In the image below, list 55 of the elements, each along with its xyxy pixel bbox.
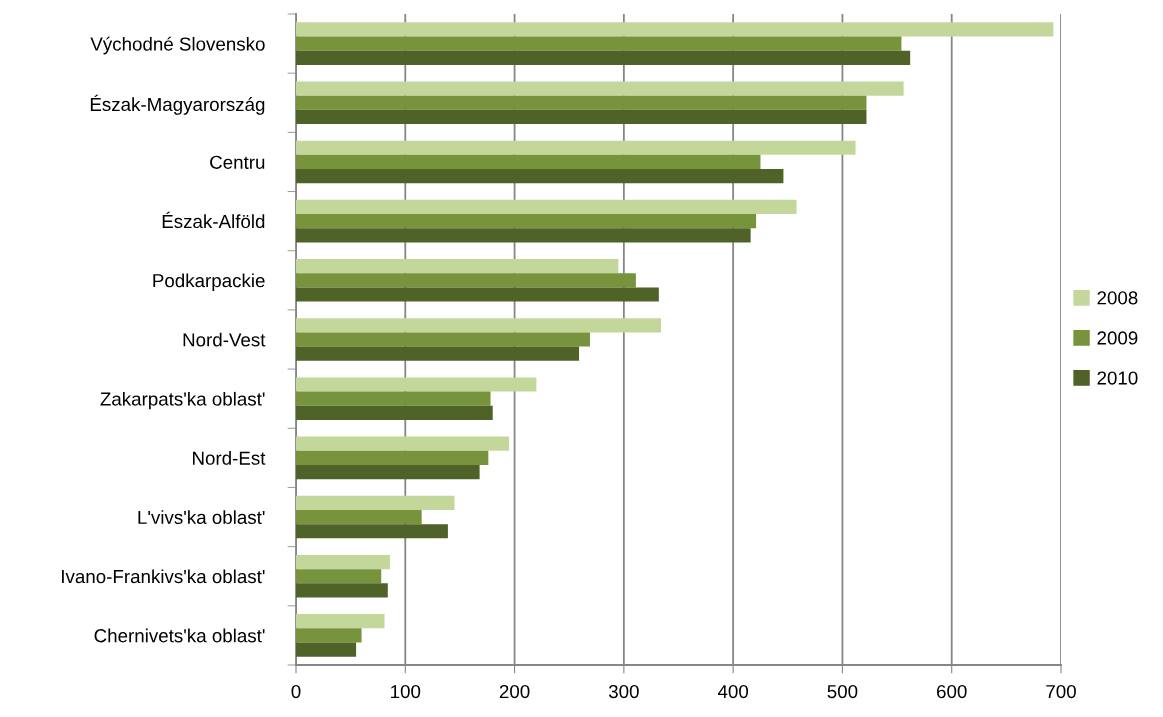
bar bbox=[296, 391, 491, 406]
bar bbox=[296, 569, 382, 584]
bar bbox=[296, 22, 1054, 37]
bar bbox=[296, 464, 480, 480]
bar bbox=[296, 140, 856, 155]
bar bbox=[296, 273, 636, 288]
bar bbox=[296, 228, 751, 243]
y-tick-label: Východné Slovensko bbox=[90, 36, 265, 55]
x-tick-label: 700 bbox=[1046, 684, 1076, 699]
legend-label: 2008 bbox=[1097, 291, 1138, 305]
y-tick-label: Chernivets'ka oblast' bbox=[94, 628, 265, 643]
bar bbox=[296, 109, 867, 125]
bar bbox=[296, 509, 422, 525]
bar bbox=[296, 81, 904, 96]
bar bbox=[296, 259, 619, 274]
bar bbox=[296, 154, 761, 170]
x-tick-label: 400 bbox=[717, 684, 749, 699]
y-tick-label: Ivano-Frankivs'ka oblast' bbox=[62, 569, 265, 584]
x-tick-label: 0 bbox=[291, 684, 301, 699]
y-tick-label: Nord-Vest bbox=[183, 332, 266, 347]
bar bbox=[296, 346, 580, 361]
bar bbox=[296, 450, 489, 465]
bar bbox=[296, 614, 385, 629]
bar bbox=[296, 642, 357, 657]
bar bbox=[296, 36, 902, 51]
x-tick-label: 500 bbox=[827, 684, 858, 699]
bar bbox=[296, 214, 757, 229]
bar bbox=[296, 436, 510, 451]
bar bbox=[296, 199, 797, 215]
bar bbox=[296, 628, 362, 643]
legend-label: 2010 bbox=[1097, 371, 1138, 385]
bar bbox=[296, 332, 590, 347]
x-tick-label: 600 bbox=[937, 684, 967, 699]
x-tick-label: 300 bbox=[608, 684, 639, 699]
legend-label: 2009 bbox=[1097, 331, 1138, 345]
y-tick-label: Centru bbox=[210, 155, 265, 169]
bar bbox=[296, 50, 911, 65]
bar bbox=[296, 95, 867, 110]
y-tick-label: L'vivs'ka oblast' bbox=[138, 510, 265, 525]
bar bbox=[296, 405, 493, 420]
y-tick-label: Észak-Magyarország bbox=[90, 94, 265, 115]
x-tick-label: 100 bbox=[391, 684, 421, 699]
y-tick-label: Podkarpackie bbox=[153, 273, 265, 291]
y-tick-label: Zakarpats'ka oblast' bbox=[100, 391, 265, 410]
y-tick-label: Nord-Est bbox=[193, 451, 266, 465]
x-tick-label: 200 bbox=[499, 684, 530, 699]
y-tick-label: Észak-Alföld bbox=[162, 211, 265, 229]
bar bbox=[296, 495, 455, 510]
bar bbox=[296, 287, 659, 302]
bar bbox=[296, 377, 537, 392]
bar bbox=[296, 524, 448, 539]
bar bbox=[296, 169, 784, 184]
bar bbox=[296, 554, 390, 570]
bar bbox=[296, 583, 388, 598]
bar bbox=[296, 318, 662, 333]
